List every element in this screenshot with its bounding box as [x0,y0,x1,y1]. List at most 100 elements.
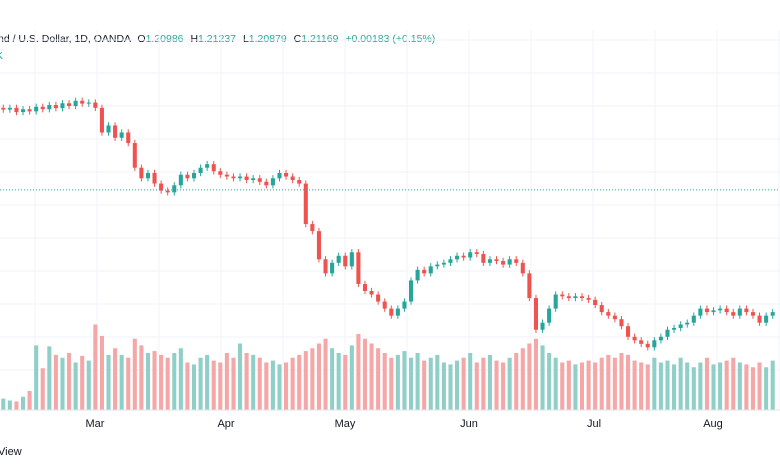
candle-body [290,176,295,181]
volume-bar [297,354,302,410]
volume-bar [520,348,525,410]
candle-body [205,164,210,168]
volume-bar [20,396,26,410]
candle-body [560,294,565,297]
volume-bar [251,354,256,410]
candle-body [349,252,354,267]
candle-body [645,343,650,348]
volume-bar [691,367,696,410]
x-tick-label: Jul [587,418,601,430]
volume-bar [47,346,52,410]
candle-body [665,329,670,337]
volume-bar [93,324,98,410]
volume-bar [737,362,742,410]
candle-body [448,259,453,263]
volume-bar [152,351,157,410]
volume-bar [665,360,670,410]
candle-body [369,290,374,295]
candle-body [658,336,663,341]
candle-body [139,167,144,179]
volume-bar [560,362,565,410]
volume-bar [191,364,197,410]
candle-body [218,171,223,175]
candle-body [764,315,769,323]
candle-body [672,327,677,330]
candle-body [698,308,703,316]
candle-body [257,178,262,182]
volume-bar [468,353,473,410]
candle-body [47,105,52,110]
volume-label: K [0,50,3,62]
candle-body [718,308,723,311]
candle-body [251,178,256,181]
legend-symbol: nd / U.S. Dollar, 1D, OANDA [0,33,131,45]
volume-bar [757,362,762,410]
candle-body [566,296,571,299]
candle-body [284,172,289,177]
volume-bar [27,391,32,410]
volume-bar [481,357,486,410]
volume-bar [126,357,131,410]
volume-bar [159,354,164,410]
volume-bar [553,357,558,410]
legend-high: 1.21237 [198,33,237,45]
candle-body [619,319,624,327]
candle-body [297,180,302,184]
candle-body [770,312,775,316]
candle-body [224,174,229,177]
candle-body [501,261,506,265]
candle-body [632,336,637,341]
candle-body [579,296,585,299]
candle-body [277,172,282,179]
volume-bar [540,345,545,410]
volume-bar [290,357,295,410]
candle-body [185,174,190,179]
legend-close-label: C [293,33,302,45]
candle-body [652,340,657,348]
volume-bar [376,348,381,410]
candle-body [520,262,525,274]
volume-bar [7,400,12,410]
volume-bar [698,362,703,410]
candle-body [93,102,98,108]
legend-change: +0.00183 (+0.15%) [345,33,436,45]
candle-body [586,298,591,300]
candle-body [691,315,696,323]
volume-bar [672,364,677,410]
volume-bar [770,360,775,410]
candle-body [685,322,690,325]
volume-bar [645,364,650,410]
volume-bar [106,354,111,410]
candle-body [737,308,742,316]
candle-body [211,164,216,172]
volume-bar [165,357,170,410]
candle-body [264,181,269,186]
volume-bar [86,360,91,410]
candle-body [606,312,611,316]
volume-bar [60,357,65,410]
volume-bar [501,362,506,410]
volume-bar [402,351,407,410]
candle-body [34,106,39,112]
volume-bar [599,357,604,410]
volume-bar [369,343,374,410]
candle-body [14,107,19,113]
candle-body [553,294,558,309]
candle-body [244,176,249,181]
volume-bar [514,353,519,410]
volume-bar [711,364,716,410]
volume-bar [231,357,236,410]
candle-body [593,299,598,306]
volume-bar [593,362,598,410]
volume-bar [428,357,433,410]
candle-body [533,298,539,330]
candle-body [73,100,78,107]
candle-body [7,107,12,110]
candle-body [1,107,6,110]
volume-bar [441,362,446,410]
volume-bar [270,360,275,410]
volume-bar [205,354,210,410]
volume-bar [639,362,644,410]
volume-bar [316,343,321,410]
